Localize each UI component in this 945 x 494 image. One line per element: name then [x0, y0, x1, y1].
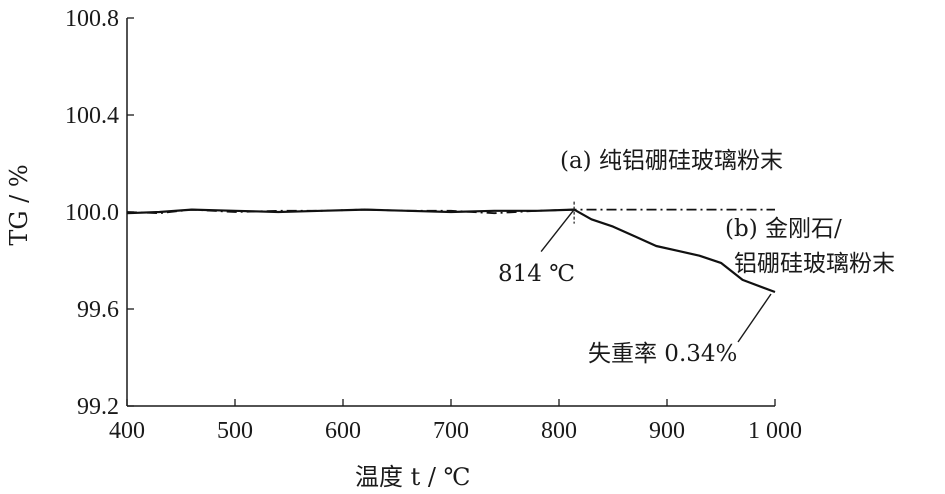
x-tick-label: 1 000	[748, 418, 802, 444]
x-axis-title: 温度 t / ℃	[355, 463, 470, 491]
series-line-b	[126, 208, 776, 294]
tick-labels: 400 500 600 700 800 900 1 000 99.2 99.6 100.0 100.…	[65, 6, 802, 444]
x-tick-label: 600	[325, 418, 361, 444]
mass-loss-leader-line	[737, 293, 772, 343]
y-tick-label: 99.6	[77, 297, 119, 323]
series-lines	[126, 208, 776, 294]
series-b-label-line1: (b) 金刚石/	[725, 216, 842, 242]
x-tick-label: 400	[109, 418, 145, 444]
annotations: (a) 纯铝硼硅玻璃粉末 (b) 金刚石/ 铝硼硅玻璃粉末 814 ℃ 失重率 …	[498, 148, 895, 367]
y-tick-label: 100.8	[65, 6, 119, 32]
series-a-label: (a) 纯铝硼硅玻璃粉末	[560, 148, 783, 174]
y-tick-label: 100.0	[65, 200, 119, 226]
onset-leader-line	[540, 209, 575, 253]
mass-loss-label: 失重率 0.34%	[588, 341, 737, 367]
x-tick-label: 800	[541, 418, 577, 444]
x-tick-label: 900	[649, 418, 685, 444]
x-tick-label: 700	[433, 418, 469, 444]
series-b-label-line2: 铝硼硅玻璃粉末	[734, 251, 895, 277]
onset-temperature-label: 814 ℃	[498, 261, 575, 287]
y-tick-label: 99.2	[77, 394, 119, 420]
x-tick-label: 500	[217, 418, 253, 444]
y-axis-title: TG / %	[5, 164, 33, 245]
y-tick-label: 100.4	[65, 103, 119, 129]
